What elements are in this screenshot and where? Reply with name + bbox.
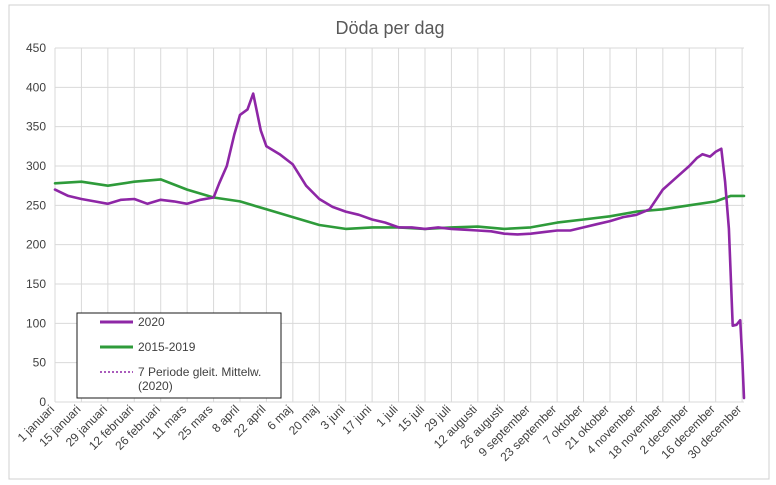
legend-label-2015-2019: 2015-2019 (138, 340, 196, 354)
y-tick-label: 50 (33, 356, 47, 370)
y-tick-label: 300 (26, 159, 46, 173)
y-tick-label: 450 (26, 41, 46, 55)
y-tick-label: 0 (39, 395, 46, 409)
gridlines (54, 47, 744, 403)
y-tick-label: 150 (26, 277, 46, 291)
series-lines (53, 92, 746, 400)
y-tick-label: 250 (26, 198, 46, 212)
legend-label-moving-average: 7 Periode gleit. Mittelw. (2020) (138, 365, 265, 393)
legend-entry-2020: 2020 (100, 315, 165, 329)
legend: 2020 2015-2019 7 Periode gleit. Mittelw.… (76, 312, 282, 399)
legend-entry-moving-average: 7 Periode gleit. Mittelw. (2020) (100, 365, 265, 393)
legend-label-2020: 2020 (138, 315, 165, 329)
chart-title: Döda per dag (335, 18, 444, 38)
legend-box (76, 312, 282, 399)
y-tick-label: 100 (26, 316, 46, 330)
series-line-moving-average (54, 92, 745, 399)
y-axis-ticks: 0 50 100 150 200 250 300 350 400 450 (26, 41, 46, 409)
legend-entry-2015-2019: 2015-2019 (100, 340, 196, 354)
y-tick-label: 400 (26, 80, 46, 94)
y-tick-label: 200 (26, 238, 46, 252)
y-tick-label: 350 (26, 120, 46, 134)
chart-area (8, 4, 770, 480)
